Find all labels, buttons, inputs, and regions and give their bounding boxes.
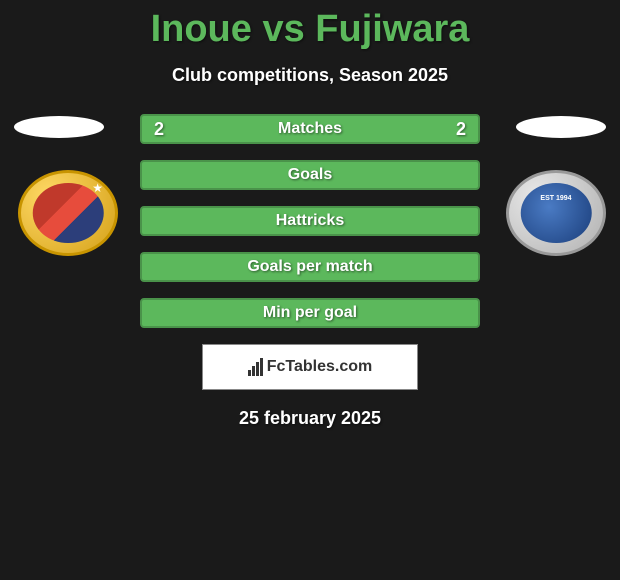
stat-row-matches: 2 Matches 2 <box>140 114 480 144</box>
badge-right-number: 7 <box>506 170 556 202</box>
stat-row-goals: Goals <box>140 160 480 190</box>
stat-label: Goals <box>288 166 332 184</box>
team-badge-right: EST 1994 7 <box>506 170 606 256</box>
stat-row-min-per-goal: Min per goal <box>140 298 480 328</box>
marker-left <box>14 116 104 138</box>
chart-icon <box>248 358 263 376</box>
stat-label: Hattricks <box>276 212 344 230</box>
comparison-area: ★ EST 1994 7 2 Matches 2 Goals Hattricks <box>0 114 620 429</box>
page-title: Inoue vs Fujiwara <box>0 0 620 51</box>
team-badge-left: ★ <box>18 170 118 256</box>
marker-right <box>516 116 606 138</box>
stat-label: Matches <box>278 120 342 138</box>
date-text: 25 february 2025 <box>0 408 620 429</box>
site-logo[interactable]: FcTables.com <box>202 344 418 390</box>
site-logo-text: FcTables.com <box>267 358 373 376</box>
stat-row-goals-per-match: Goals per match <box>140 252 480 282</box>
stat-rows: 2 Matches 2 Goals Hattricks Goals per ma… <box>140 114 480 328</box>
badge-right-icon: EST 1994 7 <box>506 170 606 256</box>
stat-label: Min per goal <box>263 304 357 322</box>
season-subtitle: Club competitions, Season 2025 <box>0 65 620 86</box>
stat-row-hattricks: Hattricks <box>140 206 480 236</box>
stat-left-value: 2 <box>154 119 164 140</box>
stat-right-value: 2 <box>456 119 466 140</box>
badge-left-icon: ★ <box>18 170 118 256</box>
stat-label: Goals per match <box>247 258 372 276</box>
